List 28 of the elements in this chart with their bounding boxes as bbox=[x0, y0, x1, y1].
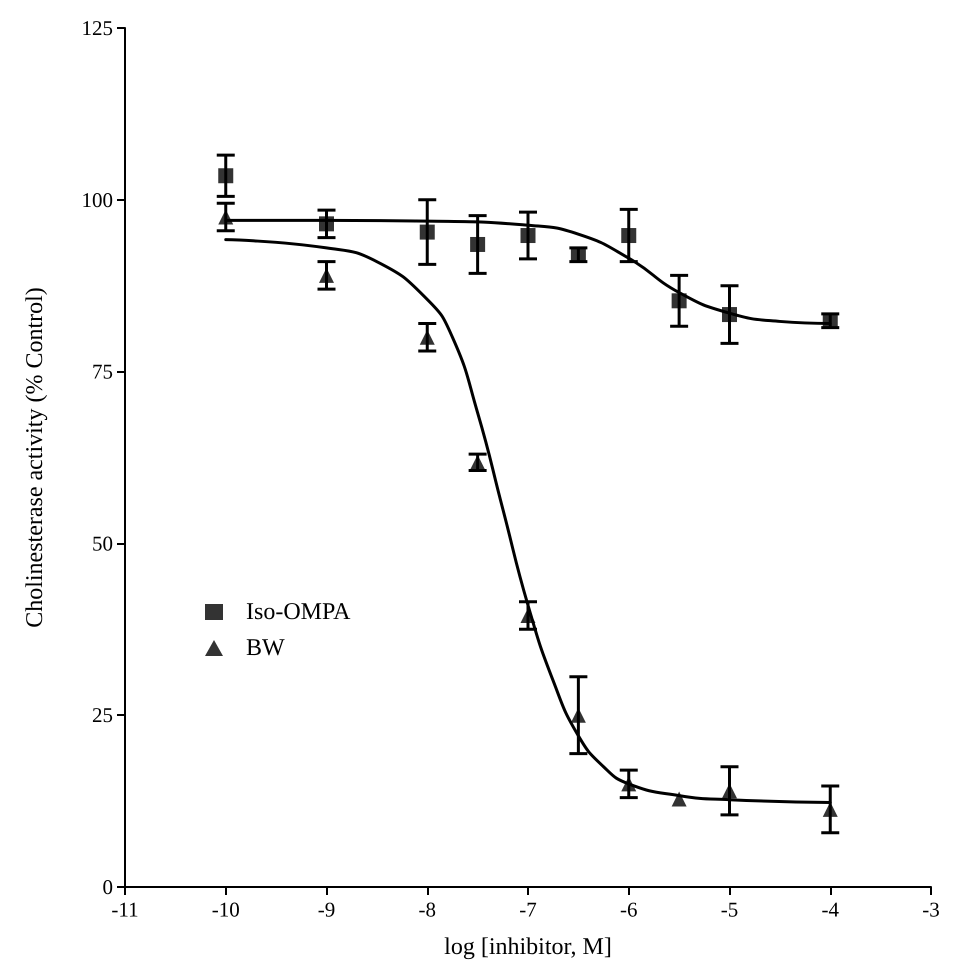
y-tick-label: 25 bbox=[92, 703, 113, 728]
y-tick-label: 0 bbox=[102, 875, 113, 899]
x-tick-label: -9 bbox=[318, 898, 336, 922]
point bbox=[319, 216, 334, 232]
x-tick-label: -6 bbox=[620, 898, 638, 922]
x-tick-label: -3 bbox=[922, 898, 940, 922]
x-tick-label: -4 bbox=[822, 898, 840, 922]
point bbox=[420, 224, 435, 240]
y-tick-label: 100 bbox=[82, 188, 113, 212]
x-tick-label: -10 bbox=[212, 898, 240, 922]
point bbox=[218, 168, 234, 184]
legend-label: Iso-OMPA bbox=[246, 599, 352, 625]
point bbox=[520, 228, 536, 244]
point bbox=[470, 236, 486, 252]
y-tick-label: 125 bbox=[82, 16, 113, 40]
point bbox=[621, 228, 636, 244]
x-axis-title: log [inhibitor, M] bbox=[444, 934, 612, 960]
x-tick-label: -8 bbox=[418, 898, 436, 922]
point bbox=[722, 307, 737, 322]
point bbox=[672, 293, 687, 308]
x-tick-label: -7 bbox=[519, 898, 537, 922]
point bbox=[672, 792, 687, 807]
y-tick-label: 75 bbox=[92, 360, 113, 384]
x-tick-label: -5 bbox=[720, 898, 738, 922]
x-tick-label: -11 bbox=[111, 898, 139, 922]
y-axis-title: Cholinesterase activity (% Control) bbox=[22, 287, 48, 628]
y-tick-label: 50 bbox=[92, 531, 113, 556]
legend-label: BW bbox=[246, 635, 286, 661]
